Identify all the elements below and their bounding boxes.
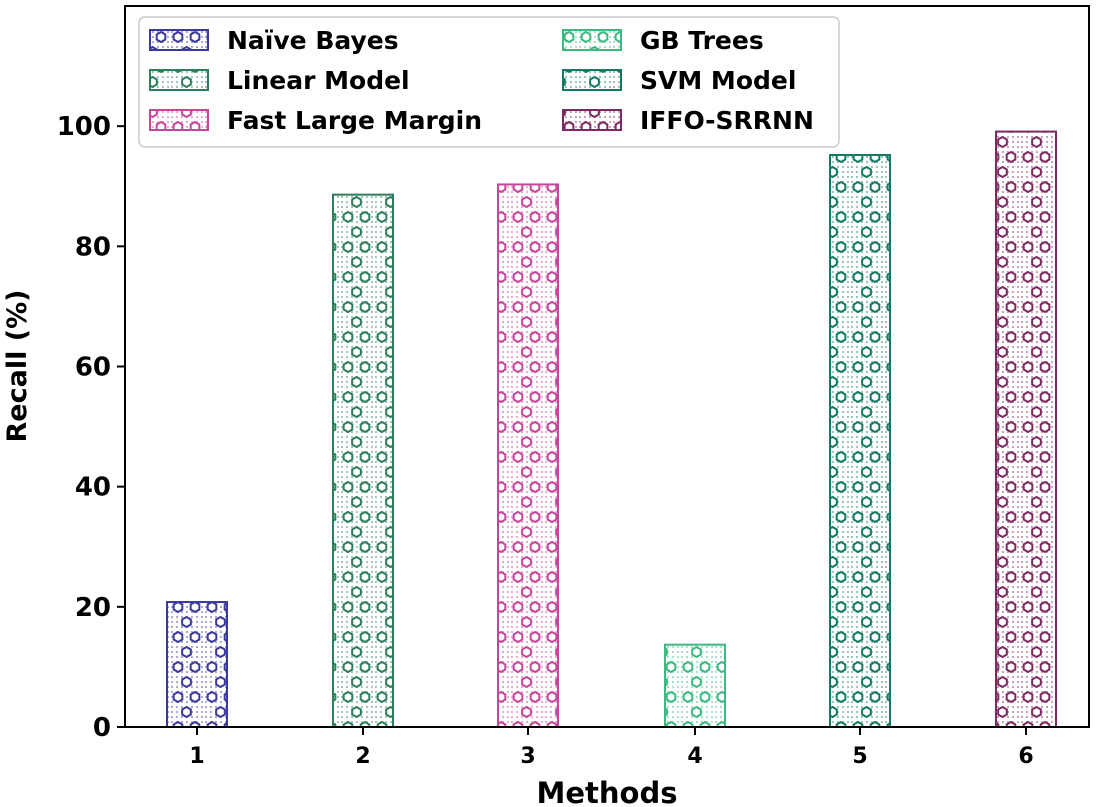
x-tick-label: 4 (687, 744, 702, 769)
y-tick-label: 80 (75, 232, 111, 262)
bar-6 (995, 130, 1057, 729)
y-tick-label: 100 (57, 112, 111, 142)
x-tick-label: 3 (520, 744, 535, 769)
bars-group (166, 130, 1057, 729)
x-tick-label: 6 (1018, 744, 1033, 769)
legend-label: IFFO-SRRNN (640, 106, 814, 135)
legend-label: Linear Model (227, 66, 410, 95)
legend-label: Naïve Bayes (227, 26, 399, 55)
bar-2 (332, 193, 394, 728)
bar-4 (664, 643, 726, 729)
legend-swatch (149, 69, 209, 91)
x-tick-label: 5 (852, 744, 867, 769)
x-axis-label: Methods (537, 776, 678, 807)
bar-1 (166, 601, 228, 729)
y-tick-label: 20 (75, 593, 111, 623)
legend-swatch (149, 109, 209, 131)
y-axis-label: Recall (%) (2, 290, 33, 443)
legend-swatch (562, 109, 622, 131)
bar-5 (829, 154, 891, 729)
legend-box (138, 16, 840, 148)
legend-label: SVM Model (640, 66, 796, 95)
legend-label: GB Trees (640, 26, 764, 55)
legend-swatch (562, 29, 622, 51)
x-tick-label: 2 (355, 744, 370, 769)
legend-swatch (562, 69, 622, 91)
y-axis: 0 20 40 60 80 100 (57, 112, 125, 743)
y-tick-label: 60 (75, 353, 111, 383)
legend-swatch (149, 29, 209, 51)
bar-3 (497, 183, 559, 728)
legend: Naïve Bayes Linear Model Fast Large Margin… (138, 16, 840, 148)
legend-label: Fast Large Margin (227, 106, 482, 135)
x-axis: 1 2 3 4 5 6 (189, 727, 1034, 769)
y-tick-label: 40 (75, 473, 111, 503)
y-tick-label: 0 (93, 713, 111, 743)
x-tick-label: 1 (189, 744, 204, 769)
